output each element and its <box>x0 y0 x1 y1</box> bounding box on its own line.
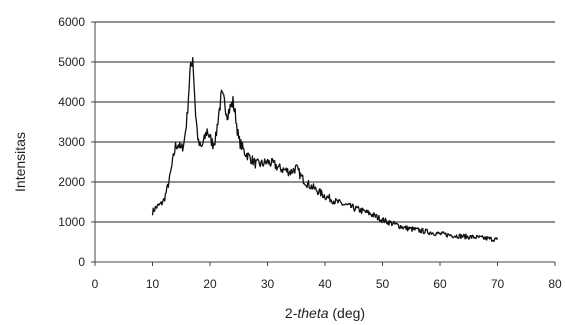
gridlines <box>95 21 555 223</box>
x-axis-title-unit: (deg) <box>329 305 366 321</box>
x-tick-label: 60 <box>433 277 447 291</box>
x-axis-title-prefix: 2- <box>285 305 298 321</box>
x-tick-label: 10 <box>146 277 160 291</box>
y-tick-label: 6000 <box>58 15 85 29</box>
y-axis-title: Intensitas <box>12 132 28 192</box>
x-tick-label: 30 <box>261 277 275 291</box>
y-tick-label: 2000 <box>58 175 85 189</box>
y-tick-labels: 0 1000 2000 3000 4000 5000 6000 <box>58 15 85 269</box>
y-tick-label: 1000 <box>58 215 85 229</box>
x-axis-title-theta: theta <box>297 305 328 321</box>
x-tick-label: 20 <box>203 277 217 291</box>
x-axis-title: 2-theta (deg) <box>285 305 365 321</box>
x-tick-label: 50 <box>376 277 390 291</box>
series-line <box>151 57 499 243</box>
x-tick-label: 80 <box>548 277 562 291</box>
y-tick-label: 5000 <box>58 55 85 69</box>
x-tick-label: 70 <box>491 277 505 291</box>
x-tick-label: 40 <box>318 277 332 291</box>
x-tick-labels: 0 10 20 30 40 50 60 70 80 <box>92 277 562 291</box>
axes <box>91 21 556 266</box>
x-tick-label: 0 <box>92 277 99 291</box>
y-tick-label: 3000 <box>58 135 85 149</box>
y-tick-label: 0 <box>78 255 85 269</box>
y-tick-label: 4000 <box>58 95 85 109</box>
